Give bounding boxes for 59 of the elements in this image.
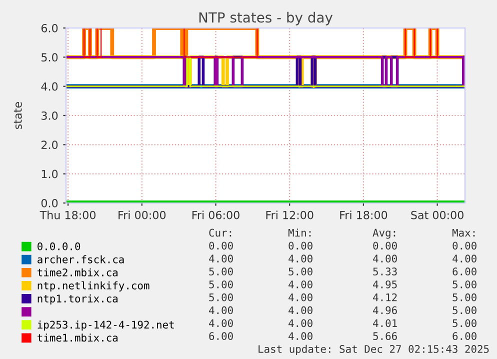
text: 0.00 xyxy=(209,242,233,250)
x-tick-label: Fri 00:00 xyxy=(118,210,166,220)
text: 4.00 xyxy=(288,293,312,302)
text: 0.00 xyxy=(373,242,397,250)
text: 5.00 xyxy=(452,280,476,288)
y-tick-label: 5.0 xyxy=(42,53,58,62)
text: Max: xyxy=(452,228,475,237)
x-tick-label: Thu 18:00 xyxy=(40,210,96,220)
text: 0.00 xyxy=(452,242,476,250)
text: 4.12 xyxy=(373,293,397,302)
text: 5.00 xyxy=(209,280,233,288)
text: 4.95 xyxy=(373,280,397,288)
text: Last update: Sat Dec 27 02:15:43 2025 xyxy=(258,344,489,355)
text: 5.00 xyxy=(209,268,233,276)
text: Min: xyxy=(288,228,311,237)
text: 5.33 xyxy=(373,268,397,276)
x-tick-label: Fri 06:00 xyxy=(192,210,240,220)
legend-label: archer.fsck.ca xyxy=(38,255,124,264)
y-tick-label: 1.0 xyxy=(42,170,58,178)
text: 0.00 xyxy=(288,242,312,250)
text: Cur: xyxy=(209,228,232,237)
text: 4.00 xyxy=(373,254,397,263)
text: 4.00 xyxy=(209,254,233,263)
text: 5.66 xyxy=(373,332,397,340)
text: 5.00 xyxy=(452,306,476,314)
text: 6.00 xyxy=(452,268,476,276)
text: 4.00 xyxy=(288,332,312,340)
text: 4.00 xyxy=(288,306,312,314)
text: 5.00 xyxy=(209,293,233,302)
text: 4.00 xyxy=(209,306,233,314)
text: 4.00 xyxy=(452,254,476,263)
y-tick-label: 4.0 xyxy=(41,82,58,91)
text: 6.00 xyxy=(209,332,233,340)
legend-label: ntp1.torix.ca xyxy=(38,294,118,305)
text: 4.00 xyxy=(288,280,312,288)
y-axis-title: state xyxy=(14,102,22,129)
text: 4.01 xyxy=(373,319,397,328)
text: 6.00 xyxy=(452,332,476,340)
text: 4.96 xyxy=(373,306,397,314)
legend-label: 0.0.0.0 xyxy=(38,242,80,250)
x-tick-label: Sat 00:00 xyxy=(411,210,464,220)
x-tick-label: Fri 18:00 xyxy=(340,210,388,220)
x-tick-label: Fri 12:00 xyxy=(266,210,314,220)
y-tick-label: 6.0 xyxy=(41,24,58,32)
text: 5.00 xyxy=(452,319,476,328)
y-tick-label: 0.0 xyxy=(41,198,58,208)
text: 4.00 xyxy=(288,254,312,263)
legend-label: ip253.ip-142-4-192.net xyxy=(38,320,174,331)
legend-label: time1.mbix.ca xyxy=(38,334,118,342)
y-tick-label: 2.0 xyxy=(42,140,58,150)
text: 5.00 xyxy=(288,268,312,276)
text: 4.00 xyxy=(288,319,312,328)
y-tick-label: 3.0 xyxy=(42,111,58,120)
text: Avg: xyxy=(372,228,396,239)
text: 4.00 xyxy=(209,319,233,328)
legend-label: ntp.netlinkify.com xyxy=(38,281,150,292)
text: 5.00 xyxy=(452,293,476,302)
chart-title: NTP states - by day xyxy=(199,12,333,26)
legend-label: time2.mbix.ca xyxy=(38,268,118,276)
